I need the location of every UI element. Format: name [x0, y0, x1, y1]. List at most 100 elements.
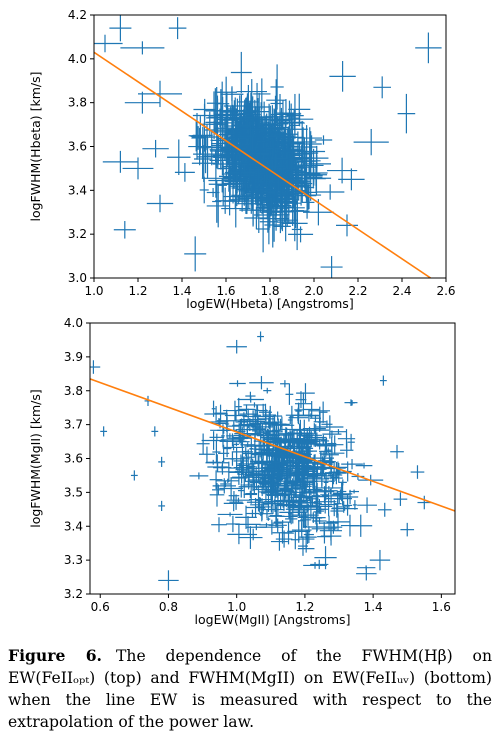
data-point-outlier — [400, 522, 415, 537]
data-point — [252, 419, 262, 435]
data-point — [216, 478, 240, 483]
data-point-outlier — [184, 236, 207, 272]
bottom-panel: 0.6 0.8 1.0 1.2 1.4 1.6 3.2 3.3 3.4 3.5 3.6 3.7 3.8 3… — [28, 316, 456, 627]
data-point — [320, 486, 329, 504]
data-point — [301, 505, 309, 529]
data-point — [208, 167, 238, 194]
data-point — [256, 131, 266, 152]
data-point — [271, 457, 291, 470]
data-point — [233, 457, 254, 478]
data-point-outlier — [102, 150, 138, 173]
data-point — [355, 462, 373, 469]
data-point — [223, 98, 251, 114]
data-point — [265, 488, 277, 501]
top-x-axis-label: logEW(Hbeta) [Angstroms] — [186, 296, 353, 311]
data-point — [271, 469, 286, 483]
data-point — [204, 406, 228, 422]
data-point — [302, 441, 326, 447]
data-point — [326, 513, 350, 531]
data-point — [297, 457, 316, 464]
data-point-outlier — [146, 194, 174, 213]
data-point — [233, 442, 240, 447]
data-point — [254, 404, 260, 416]
data-point — [266, 93, 294, 140]
y-tick-label: 3.3 — [64, 553, 83, 567]
data-point — [227, 524, 251, 545]
data-point — [275, 482, 281, 500]
data-point — [262, 146, 288, 172]
data-point — [302, 423, 326, 434]
data-point — [264, 202, 282, 248]
data-point — [337, 429, 356, 449]
data-point — [249, 471, 264, 489]
data-point — [211, 400, 216, 417]
data-point — [235, 397, 242, 416]
data-point-outlier — [329, 61, 356, 92]
data-point-outlier — [373, 76, 391, 99]
data-point — [285, 502, 311, 517]
data-point — [245, 509, 260, 518]
data-point — [274, 463, 279, 469]
data-point — [316, 473, 333, 478]
data-point — [352, 500, 357, 510]
data-point-outlier — [122, 157, 154, 180]
x-tick-label: 1.6 — [432, 600, 451, 614]
data-point — [304, 523, 330, 531]
bottom-x-axis-label: logEW(MgII) [Angstroms] — [195, 612, 351, 627]
data-point — [209, 418, 229, 426]
data-point — [224, 165, 256, 180]
x-tick-label: 2.4 — [392, 284, 411, 298]
data-point-outlier — [168, 17, 187, 40]
top-axis-ticks: 1.0 1.2 1.4 1.6 1.8 2.0 2.2 2.4 2.6 3.0 3.2 3.4 3.6 3… — [68, 8, 456, 298]
y-tick-label: 3.6 — [68, 140, 87, 154]
data-point — [295, 391, 307, 409]
data-point — [290, 495, 313, 500]
data-point — [336, 481, 347, 502]
data-point — [220, 87, 244, 101]
data-point-outlier — [100, 426, 108, 437]
data-point — [344, 399, 358, 406]
data-point — [259, 519, 284, 535]
data-point — [302, 424, 329, 436]
data-point — [330, 473, 335, 489]
figure-caption: Figure 6. The dependence of the FWHM(Hβ) … — [8, 645, 492, 733]
x-tick-label: 1.2 — [128, 284, 147, 298]
data-point — [237, 121, 264, 138]
data-point — [208, 96, 237, 138]
data-point — [290, 193, 304, 229]
y-tick-label: 3.8 — [68, 96, 87, 110]
data-point-outlier — [415, 32, 442, 64]
data-point — [306, 498, 319, 507]
data-point — [273, 465, 293, 477]
data-point — [324, 468, 350, 478]
data-point — [319, 520, 343, 541]
data-point — [221, 424, 225, 448]
data-point — [238, 526, 263, 549]
data-point-outlier — [379, 375, 387, 386]
data-point — [257, 409, 275, 429]
y-tick-label: 3.4 — [68, 183, 87, 197]
data-point — [212, 440, 221, 464]
data-point — [209, 483, 225, 507]
data-point — [296, 383, 315, 404]
data-point — [347, 433, 355, 451]
data-point — [331, 491, 350, 499]
data-point — [269, 187, 297, 227]
data-point — [228, 195, 249, 205]
data-point — [222, 140, 252, 164]
data-point — [223, 447, 250, 470]
data-point — [253, 187, 265, 201]
data-point — [312, 506, 329, 513]
data-point — [255, 489, 262, 512]
data-point — [223, 121, 252, 131]
data-point-outlier — [393, 492, 408, 506]
data-point — [215, 187, 236, 214]
data-point — [237, 84, 260, 119]
data-point — [219, 460, 226, 475]
data-point-outlier — [320, 256, 343, 278]
data-point — [266, 441, 272, 457]
data-point — [295, 158, 318, 176]
data-point — [270, 532, 288, 551]
data-point — [299, 161, 328, 189]
y-tick-label: 3.5 — [64, 485, 83, 499]
